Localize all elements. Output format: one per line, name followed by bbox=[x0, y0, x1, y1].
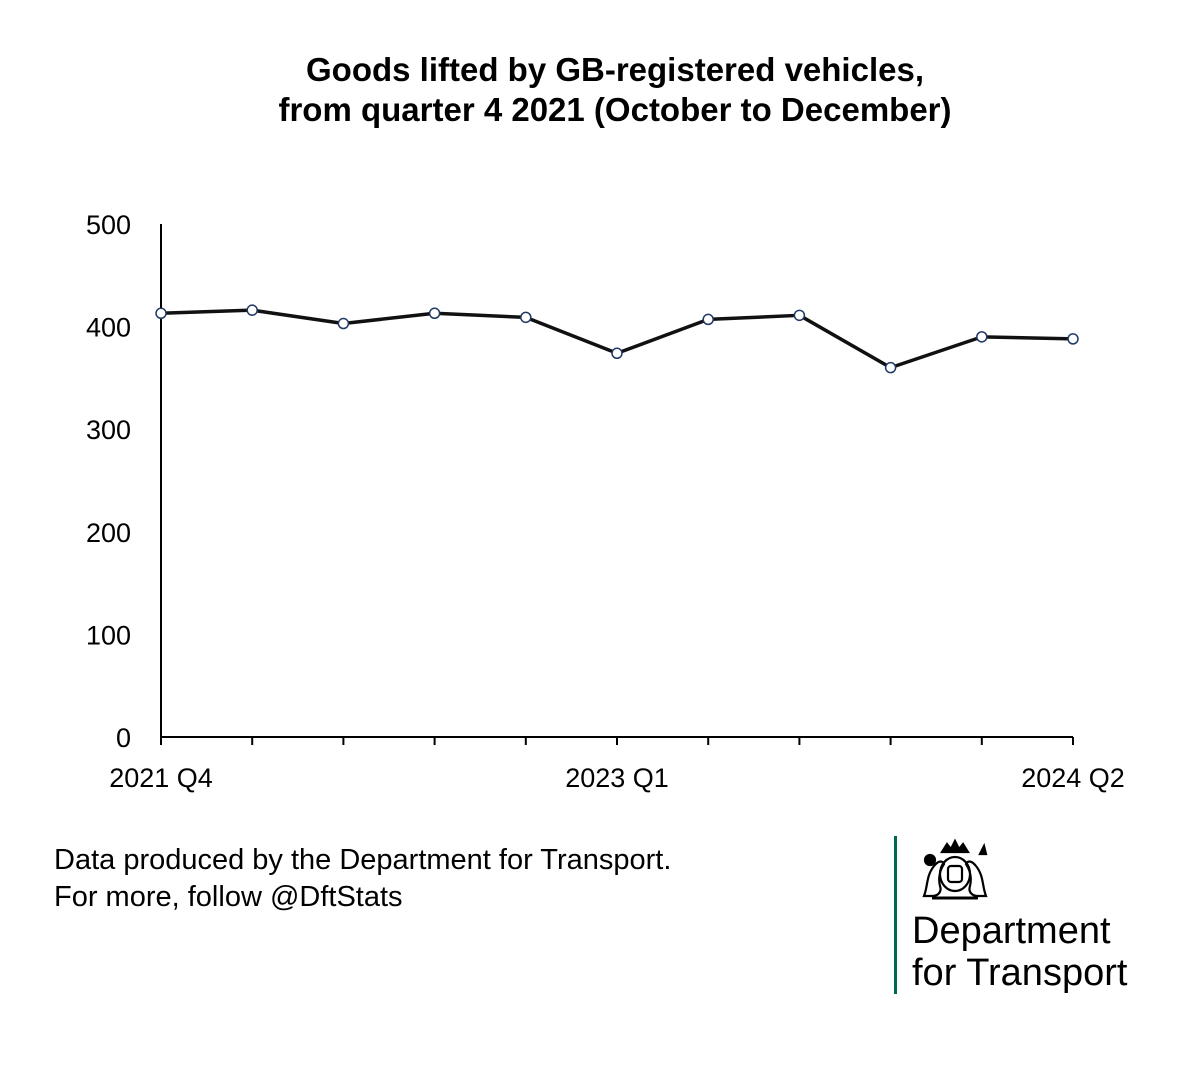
chart-title-line-2: from quarter 4 2021 (October to December… bbox=[278, 91, 952, 128]
y-tick-label: 200 bbox=[86, 518, 131, 548]
data-point bbox=[611, 347, 623, 360]
data-point bbox=[246, 304, 258, 316]
data-point bbox=[155, 307, 167, 320]
y-tick-label: 300 bbox=[86, 415, 131, 445]
royal-crest-icon bbox=[922, 838, 988, 900]
data-point bbox=[884, 361, 897, 374]
data-point bbox=[793, 309, 806, 322]
x-tick-label: 2024 Q2 bbox=[1021, 763, 1125, 793]
data-point bbox=[1067, 333, 1079, 345]
footer-note: Data produced by the Department for Tran… bbox=[54, 842, 671, 916]
y-tick-label: 0 bbox=[116, 723, 131, 753]
data-point bbox=[702, 313, 714, 326]
data-point bbox=[428, 307, 441, 320]
footer-line-1: Data produced by the Department for Tran… bbox=[54, 844, 672, 876]
line-chart: 0 100 200 300 400 500 2021 Q4 2023 Q1 2024 Q2 bbox=[86, 210, 1125, 793]
y-tick-label: 500 bbox=[86, 210, 131, 240]
y-axis: 0 100 200 300 400 500 bbox=[86, 210, 162, 753]
department-wordmark: Department for Transport bbox=[912, 910, 1127, 994]
brand-divider bbox=[894, 836, 897, 994]
data-point bbox=[520, 311, 532, 324]
wordmark-line-2: for Transport bbox=[912, 952, 1128, 994]
chart-title-line-1: Goods lifted by GB-registered vehicles, bbox=[306, 51, 924, 88]
data-point bbox=[337, 317, 350, 330]
x-axis: 2021 Q4 2023 Q1 2024 Q2 bbox=[109, 736, 1125, 793]
chart-title: Goods lifted by GB-registered vehicles, … bbox=[0, 50, 1200, 130]
series bbox=[155, 304, 1079, 374]
y-tick-label: 400 bbox=[86, 313, 131, 343]
data-point bbox=[976, 331, 988, 343]
wordmark-line-1: Department bbox=[912, 910, 1111, 952]
footer-line-2: For more, follow @DftStats bbox=[54, 881, 403, 913]
y-tick-label: 100 bbox=[86, 620, 131, 650]
x-tick-label: 2021 Q4 bbox=[109, 763, 213, 793]
x-tick-label: 2023 Q1 bbox=[565, 763, 669, 793]
